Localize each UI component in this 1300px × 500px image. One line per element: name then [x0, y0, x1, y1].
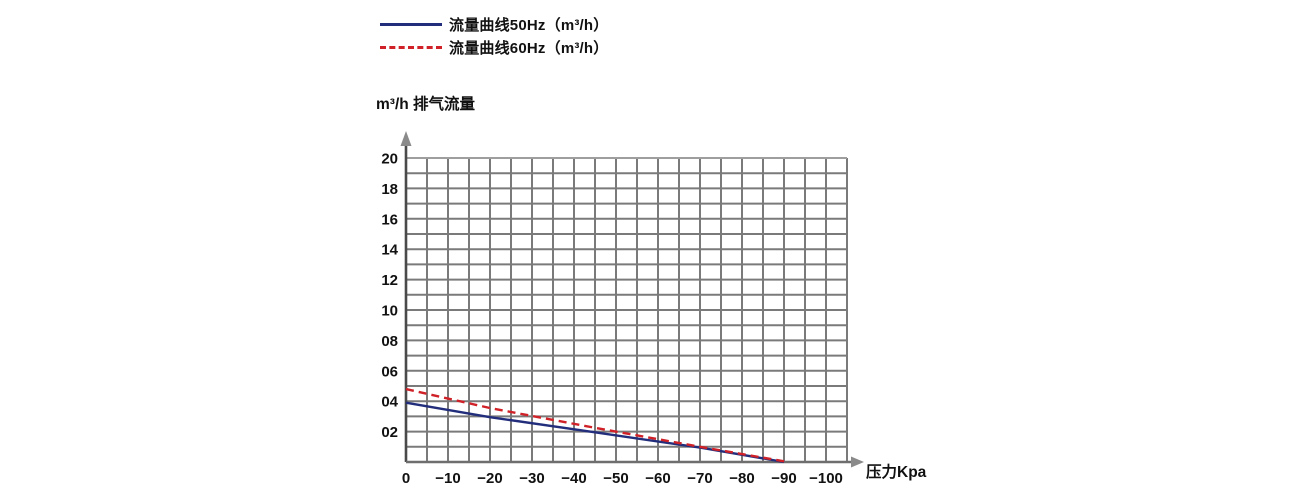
legend-solid-line-icon [380, 23, 442, 26]
y-tick-label: 20 [381, 151, 398, 168]
series-line-60hz [405, 387, 789, 464]
x-tick-label: −20 [477, 470, 502, 487]
x-tick-label: −70 [687, 470, 712, 487]
legend-item-60hz: 流量曲线60Hz（m³/h） [380, 36, 608, 59]
y-tick-label: 04 [381, 394, 398, 411]
x-tick-label: −10 [435, 470, 460, 487]
x-tick-label: −50 [603, 470, 628, 487]
x-tick-label: −100 [809, 470, 843, 487]
legend-label-60hz: 流量曲线60Hz（m³/h） [449, 40, 609, 57]
x-tick-label: −90 [771, 470, 796, 487]
legend-dashed-line-icon [380, 46, 442, 49]
legend-label-50hz: 流量曲线50Hz（m³/h） [449, 17, 609, 34]
x-axis-title: 压力Kpa [866, 464, 927, 481]
x-tick-label: −80 [729, 470, 754, 487]
y-axis-arrow-icon [400, 131, 412, 146]
y-tick-label: 02 [381, 424, 398, 441]
y-tick-label: 10 [381, 303, 398, 320]
y-tick-label: 18 [381, 181, 398, 198]
y-axis-title: m³/h 排气流量 [376, 96, 476, 113]
y-tick-label: 16 [381, 211, 398, 228]
chart-legend: 流量曲线50Hz（m³/h） 流量曲线60Hz（m³/h） [380, 13, 608, 59]
x-tick-label: −30 [519, 470, 544, 487]
legend-item-50hz: 流量曲线50Hz（m³/h） [380, 13, 608, 36]
y-tick-label: 14 [381, 242, 398, 259]
y-tick-label: 06 [381, 363, 398, 380]
y-tick-label: 12 [381, 272, 398, 289]
x-tick-label: −40 [561, 470, 586, 487]
x-tick-label: 0 [402, 470, 410, 487]
y-tick-label: 08 [381, 333, 398, 350]
x-axis-arrow-icon [851, 456, 864, 468]
x-tick-label: −60 [645, 470, 670, 487]
